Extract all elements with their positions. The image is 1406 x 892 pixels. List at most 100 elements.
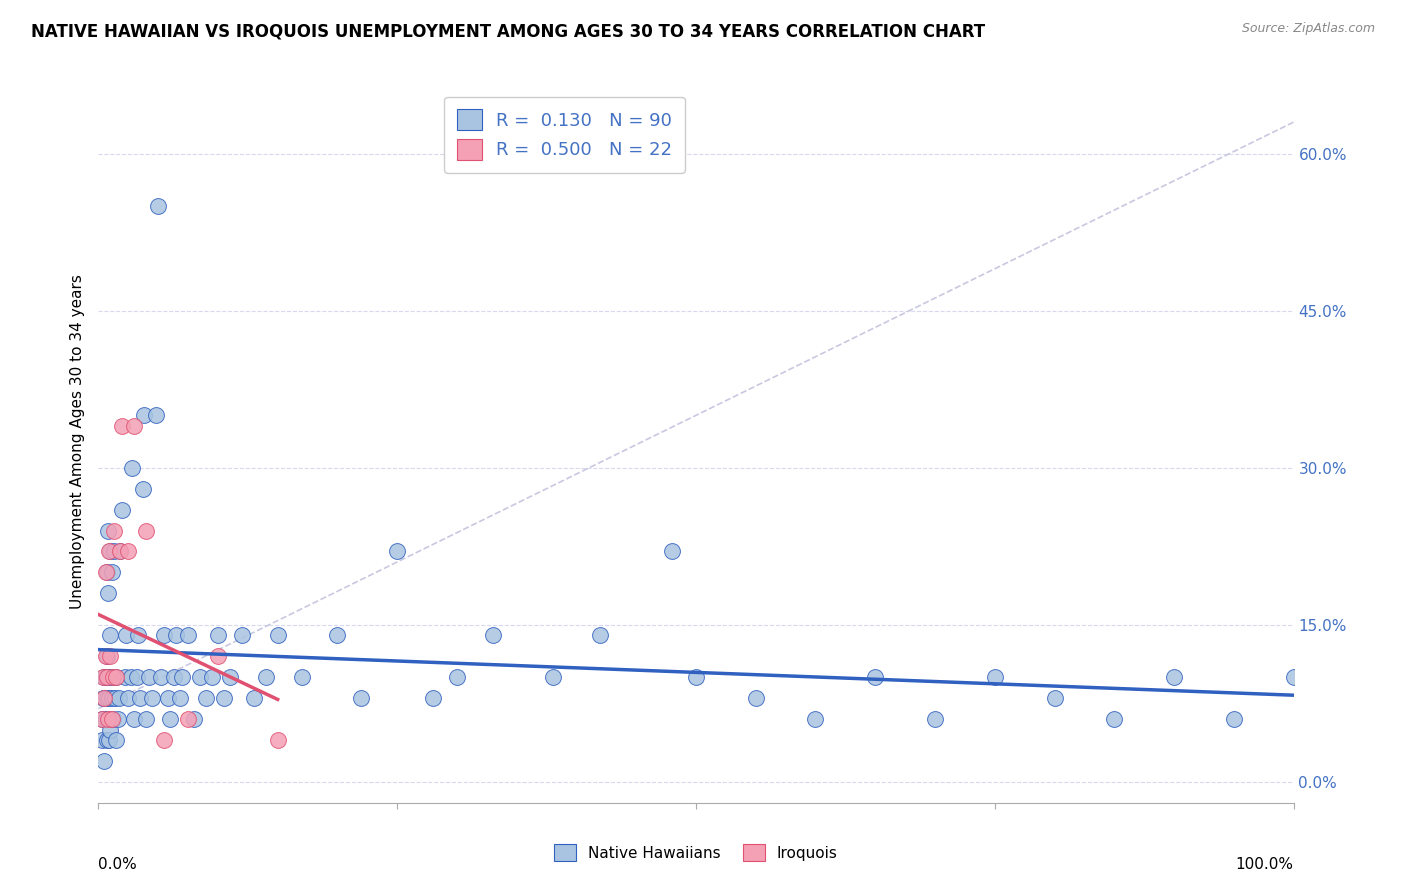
- Point: [446, 670, 468, 684]
- Point: [103, 544, 125, 558]
- Point: [124, 418, 146, 433]
- Point: [201, 670, 224, 684]
- Point: [153, 628, 176, 642]
- Point: [107, 712, 129, 726]
- Point: [149, 670, 172, 684]
- Point: [291, 670, 314, 684]
- Point: [100, 712, 122, 726]
- Point: [98, 544, 122, 558]
- Point: [177, 628, 200, 642]
- Point: [124, 712, 146, 726]
- Point: [350, 691, 373, 706]
- Point: [141, 691, 163, 706]
- Point: [165, 628, 187, 642]
- Point: [98, 628, 122, 642]
- Point: [101, 712, 124, 726]
- Point: [195, 691, 218, 706]
- Point: [93, 691, 115, 706]
- Point: [97, 670, 120, 684]
- Point: [93, 670, 115, 684]
- Point: [207, 628, 229, 642]
- Point: [107, 691, 129, 706]
- Point: [94, 712, 117, 726]
- Point: [105, 733, 128, 747]
- Point: [135, 524, 157, 538]
- Point: [101, 670, 124, 684]
- Point: [91, 712, 114, 726]
- Point: [148, 199, 170, 213]
- Point: [97, 712, 120, 726]
- Text: NATIVE HAWAIIAN VS IROQUOIS UNEMPLOYMENT AMONG AGES 30 TO 34 YEARS CORRELATION C: NATIVE HAWAIIAN VS IROQUOIS UNEMPLOYMENT…: [31, 22, 986, 40]
- Point: [94, 649, 117, 664]
- Point: [98, 723, 122, 737]
- Point: [97, 524, 120, 538]
- Point: [117, 691, 139, 706]
- Point: [145, 409, 167, 423]
- Point: [1223, 712, 1246, 726]
- Point: [422, 691, 444, 706]
- Point: [96, 566, 118, 580]
- Legend: Native Hawaiians, Iroquois: Native Hawaiians, Iroquois: [548, 838, 844, 867]
- Point: [98, 733, 121, 747]
- Point: [98, 670, 122, 684]
- Y-axis label: Unemployment Among Ages 30 to 34 years: Unemployment Among Ages 30 to 34 years: [69, 274, 84, 609]
- Point: [98, 649, 122, 664]
- Point: [98, 544, 121, 558]
- Point: [117, 544, 139, 558]
- Point: [267, 628, 290, 642]
- Point: [91, 712, 114, 726]
- Point: [97, 712, 120, 726]
- Point: [111, 502, 134, 516]
- Point: [804, 712, 827, 726]
- Point: [219, 670, 242, 684]
- Point: [96, 649, 118, 664]
- Text: 0.0%: 0.0%: [98, 857, 138, 872]
- Point: [177, 712, 200, 726]
- Point: [163, 670, 186, 684]
- Point: [541, 670, 564, 684]
- Point: [91, 733, 114, 747]
- Point: [120, 670, 142, 684]
- Point: [1163, 670, 1185, 684]
- Point: [685, 670, 707, 684]
- Point: [745, 691, 768, 706]
- Point: [326, 628, 349, 642]
- Point: [183, 712, 205, 726]
- Point: [104, 691, 127, 706]
- Point: [125, 670, 148, 684]
- Point: [267, 733, 290, 747]
- Point: [129, 691, 152, 706]
- Point: [589, 628, 612, 642]
- Point: [153, 733, 176, 747]
- Text: Source: ZipAtlas.com: Source: ZipAtlas.com: [1241, 22, 1375, 36]
- Point: [98, 691, 121, 706]
- Point: [385, 544, 409, 558]
- Point: [231, 628, 253, 642]
- Point: [243, 691, 266, 706]
- Point: [105, 670, 128, 684]
- Point: [254, 670, 277, 684]
- Point: [984, 670, 1007, 684]
- Point: [131, 482, 153, 496]
- Point: [100, 566, 122, 580]
- Point: [121, 460, 143, 475]
- Point: [1282, 670, 1305, 684]
- Point: [108, 544, 131, 558]
- Point: [127, 628, 149, 642]
- Point: [207, 649, 229, 664]
- Point: [135, 712, 157, 726]
- Point: [96, 691, 118, 706]
- Point: [91, 691, 114, 706]
- Point: [188, 670, 211, 684]
- Point: [661, 544, 683, 558]
- Point: [114, 670, 136, 684]
- Point: [94, 566, 117, 580]
- Point: [96, 733, 118, 747]
- Point: [172, 670, 194, 684]
- Point: [159, 712, 181, 726]
- Point: [1104, 712, 1126, 726]
- Point: [481, 628, 505, 642]
- Point: [865, 670, 887, 684]
- Point: [103, 670, 125, 684]
- Point: [93, 754, 115, 768]
